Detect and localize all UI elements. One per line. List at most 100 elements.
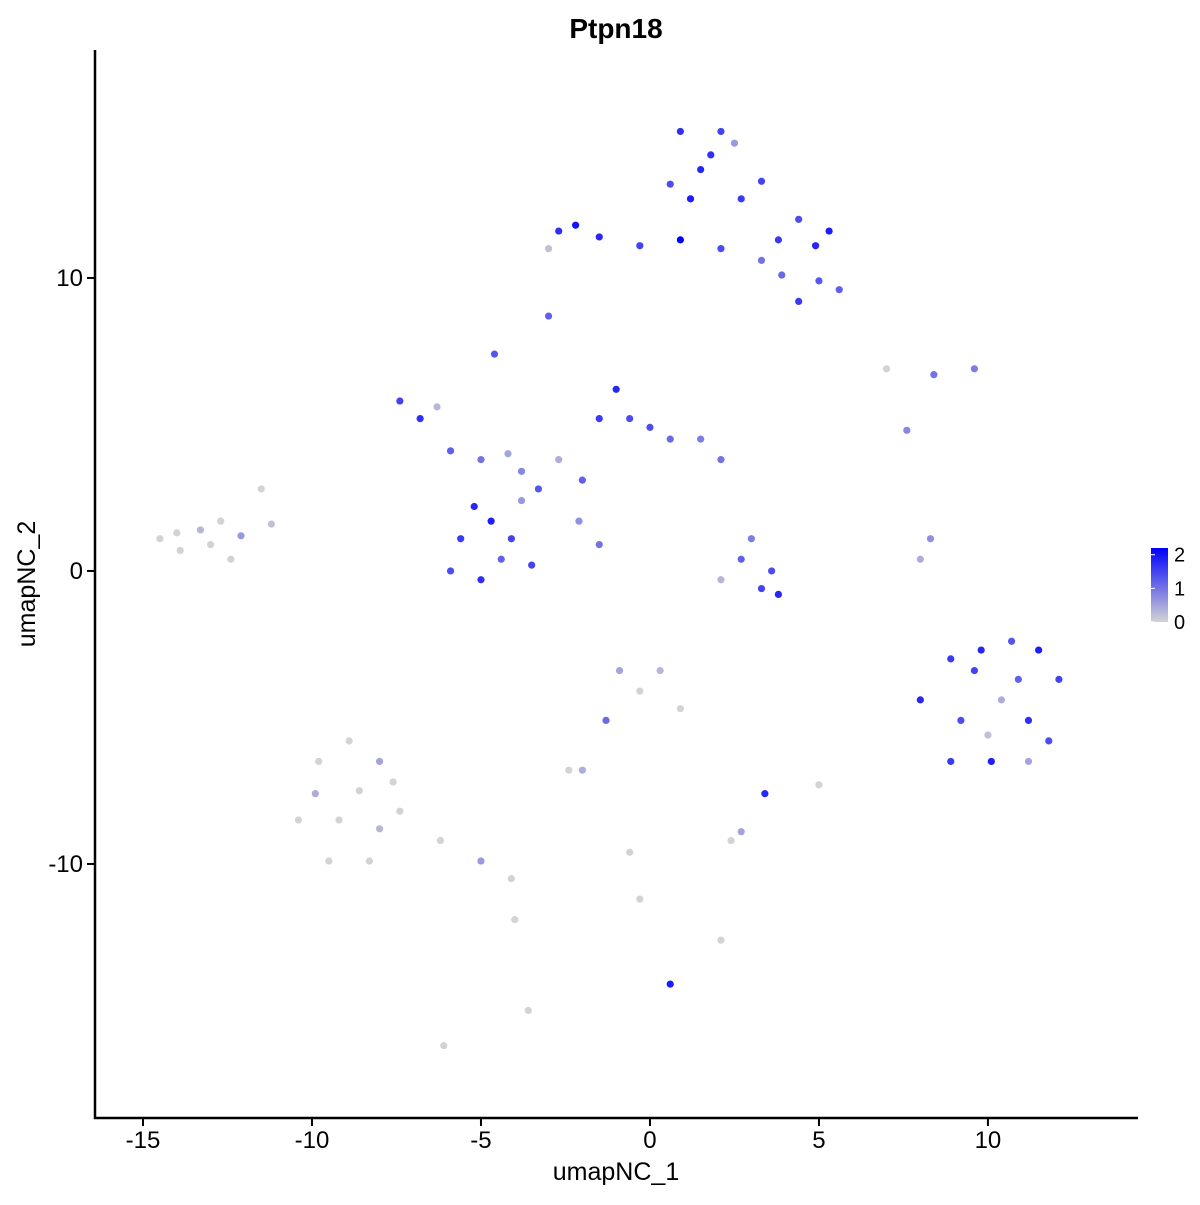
cell-point [206, 540, 215, 549]
cell-point [595, 414, 603, 423]
cell-point [730, 139, 739, 147]
cell-point [947, 655, 955, 663]
cell-point [507, 875, 515, 883]
cell-point [396, 397, 404, 405]
cell-point [544, 245, 553, 253]
cell-point [534, 485, 543, 493]
cell-point [517, 467, 526, 475]
colorbar-tick-label: 0 [1174, 612, 1185, 634]
cell-point [176, 546, 184, 555]
cell-point [267, 520, 276, 528]
x-tick-label: 5 [812, 1127, 825, 1154]
cell-point [315, 757, 323, 766]
cell-point [737, 555, 745, 563]
cell-point [984, 731, 992, 739]
cell-point [470, 502, 478, 511]
y-axis-label: umapNC_2 [13, 521, 41, 647]
chart-title: Ptpn18 [569, 13, 662, 44]
cell-point [707, 151, 715, 159]
cell-point [666, 180, 674, 188]
cell-point [575, 517, 583, 525]
cell-point [436, 836, 445, 845]
cell-point [511, 916, 519, 924]
cell-point [1007, 637, 1016, 645]
cell-point [697, 435, 705, 443]
cell-point [528, 561, 536, 569]
cell-point [717, 456, 725, 464]
cell-point [646, 423, 654, 431]
x-tick-label: 0 [643, 1127, 656, 1154]
cell-point [294, 816, 303, 824]
cell-point [636, 242, 644, 250]
cell-point [717, 245, 725, 253]
cell-point [815, 781, 823, 789]
cell-point [1024, 716, 1033, 724]
cell-point [757, 256, 766, 264]
cell-point [930, 371, 938, 379]
cell-point [227, 555, 235, 563]
cell-point [335, 816, 343, 824]
cell-point [507, 535, 515, 543]
cell-point [544, 312, 553, 320]
cell-point [997, 696, 1006, 704]
cell-point [882, 365, 891, 373]
cell-point [676, 127, 684, 136]
cell-point [595, 233, 603, 241]
x-tick-label: -10 [295, 1127, 330, 1154]
cell-point [578, 766, 586, 774]
cell-point [795, 297, 803, 305]
cell-point [440, 1042, 448, 1050]
colorbar-tick-label: 2 [1174, 545, 1185, 567]
cell-point [916, 696, 924, 704]
cell-point [615, 666, 624, 675]
cell-point [555, 456, 563, 464]
cell-point [697, 165, 705, 174]
cell-point [987, 757, 995, 766]
cell-point [717, 127, 725, 136]
cell-point [686, 195, 695, 203]
y-tick-label: 0 [70, 558, 83, 585]
cell-point [257, 485, 265, 493]
points [156, 127, 1063, 1050]
cell-point [477, 576, 485, 584]
cell-point [666, 435, 674, 443]
x-axis-label: umapNC_1 [553, 1158, 679, 1186]
cell-point [578, 476, 586, 484]
x-tick-label: -5 [470, 1127, 491, 1154]
cell-point [761, 790, 769, 798]
cell-point [778, 271, 786, 279]
cell-point [1014, 675, 1022, 683]
cell-point [396, 807, 404, 815]
cell-point [477, 456, 485, 464]
cell-point [811, 242, 820, 250]
cell-point [903, 426, 911, 434]
cell-point [774, 236, 782, 244]
cell-point [345, 737, 353, 745]
x-tick-label: -15 [126, 1127, 161, 1154]
cell-point [1055, 675, 1063, 683]
cell-point [389, 778, 397, 786]
cell-point [217, 517, 225, 525]
cell-point [957, 716, 965, 724]
cell-point [676, 705, 684, 713]
cell-point [626, 414, 634, 423]
cell-point [602, 716, 610, 724]
cell-point [416, 414, 424, 423]
cell-point [595, 540, 603, 549]
cell-point [636, 687, 644, 695]
cell-point [916, 555, 924, 563]
cell-point [717, 576, 725, 584]
cell-point [572, 221, 580, 229]
cell-point [825, 227, 833, 235]
cell-point [737, 195, 745, 203]
cell-point [156, 535, 164, 543]
cell-point [446, 567, 455, 575]
cell-point [747, 535, 755, 543]
cell-point [433, 403, 441, 411]
cell-point [926, 535, 935, 543]
cell-point [737, 828, 745, 836]
cell-point [173, 529, 181, 537]
cell-point [774, 590, 782, 599]
